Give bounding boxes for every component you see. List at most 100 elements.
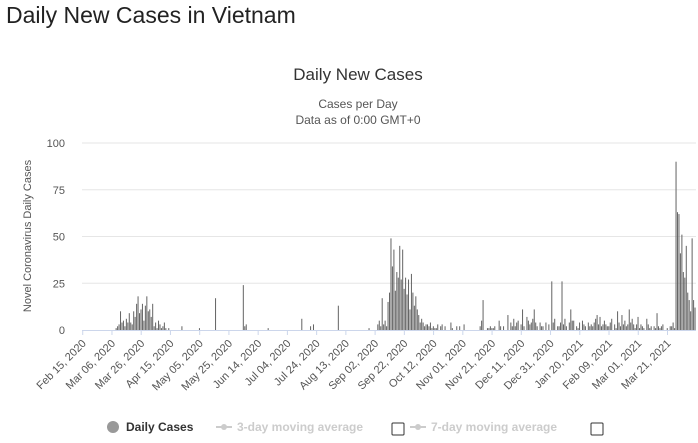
bar bbox=[150, 316, 152, 330]
bar bbox=[583, 324, 585, 330]
bar bbox=[387, 301, 389, 330]
bar bbox=[380, 326, 382, 330]
bar bbox=[153, 326, 155, 330]
bar bbox=[337, 305, 339, 330]
daily-cases-legend-symbol bbox=[107, 421, 119, 433]
bar bbox=[643, 328, 645, 330]
bar bbox=[532, 318, 534, 330]
bar bbox=[125, 318, 127, 330]
bar bbox=[451, 328, 453, 330]
bar bbox=[655, 328, 657, 330]
bar bbox=[602, 324, 604, 330]
bar bbox=[149, 309, 151, 330]
bar bbox=[146, 296, 148, 330]
y-tick-label: 0 bbox=[59, 325, 65, 337]
bar bbox=[245, 324, 247, 330]
bar bbox=[535, 322, 537, 330]
bar bbox=[605, 324, 607, 330]
bar bbox=[139, 313, 141, 330]
bar bbox=[377, 324, 379, 330]
bar bbox=[516, 322, 518, 330]
bar bbox=[542, 326, 544, 330]
bar bbox=[456, 326, 458, 330]
bar bbox=[494, 326, 496, 330]
bar bbox=[634, 328, 636, 330]
bar bbox=[530, 322, 532, 330]
bar bbox=[666, 328, 668, 330]
bar bbox=[127, 322, 129, 330]
bar bbox=[181, 326, 183, 330]
bar bbox=[137, 296, 139, 330]
bar bbox=[690, 311, 692, 330]
y-tick-label: 25 bbox=[53, 278, 65, 290]
bars bbox=[115, 161, 696, 330]
bar bbox=[561, 281, 563, 330]
bar bbox=[122, 320, 124, 330]
bar bbox=[434, 328, 436, 330]
bar bbox=[619, 326, 621, 330]
3day-average-checkbox[interactable] bbox=[391, 422, 405, 436]
bar bbox=[565, 326, 567, 330]
bar bbox=[459, 326, 461, 330]
bar bbox=[120, 311, 122, 330]
bar bbox=[622, 324, 624, 330]
bar bbox=[390, 238, 392, 330]
bar bbox=[615, 328, 617, 330]
bar bbox=[394, 290, 396, 330]
bar bbox=[552, 322, 554, 330]
legend-item-3day-average[interactable]: 3-day moving average bbox=[216, 420, 363, 434]
bar bbox=[621, 315, 623, 330]
bar bbox=[600, 326, 602, 330]
bar bbox=[416, 309, 418, 330]
bar bbox=[520, 324, 522, 330]
page-title: Daily New Cases in Vietnam bbox=[6, 2, 296, 28]
bar bbox=[625, 326, 627, 330]
bar bbox=[587, 322, 589, 330]
bar bbox=[160, 328, 162, 330]
bar bbox=[560, 322, 562, 330]
bar bbox=[511, 326, 513, 330]
bar bbox=[691, 238, 693, 330]
bar bbox=[514, 326, 516, 330]
bar bbox=[656, 313, 658, 330]
bar bbox=[637, 316, 639, 330]
bar bbox=[614, 324, 616, 330]
bar bbox=[513, 318, 515, 330]
bar bbox=[421, 318, 423, 330]
7day-average-checkbox[interactable] bbox=[590, 422, 604, 436]
legend-label-daily-cases: Daily Cases bbox=[126, 420, 194, 434]
bar bbox=[693, 300, 695, 330]
bar bbox=[650, 326, 652, 330]
bar bbox=[573, 320, 575, 330]
bar bbox=[121, 322, 123, 330]
bar bbox=[503, 326, 505, 330]
legend-item-daily-cases[interactable]: Daily Cases bbox=[107, 420, 194, 434]
bar bbox=[599, 316, 601, 330]
bar bbox=[163, 322, 165, 330]
bar bbox=[491, 328, 493, 330]
bar bbox=[441, 324, 443, 330]
bar bbox=[554, 318, 556, 330]
bar bbox=[674, 328, 676, 330]
bar bbox=[162, 326, 164, 330]
bar bbox=[409, 309, 411, 330]
bar bbox=[523, 326, 525, 330]
legend-item-7day-average[interactable]: 7-day moving average bbox=[410, 420, 557, 434]
bar bbox=[397, 277, 399, 330]
bar bbox=[646, 318, 648, 330]
bar bbox=[399, 245, 401, 330]
bar bbox=[606, 326, 608, 330]
bar bbox=[579, 322, 581, 330]
legend-label-3day-average: 3-day moving average bbox=[237, 420, 363, 434]
bar bbox=[396, 272, 398, 330]
bar bbox=[410, 273, 412, 330]
bar bbox=[312, 324, 314, 330]
bar bbox=[551, 281, 553, 330]
bar bbox=[529, 324, 531, 330]
y-tick-label: 75 bbox=[53, 185, 65, 197]
bar bbox=[687, 292, 689, 330]
bar bbox=[402, 249, 404, 330]
bar bbox=[568, 322, 570, 330]
bar bbox=[593, 322, 595, 330]
